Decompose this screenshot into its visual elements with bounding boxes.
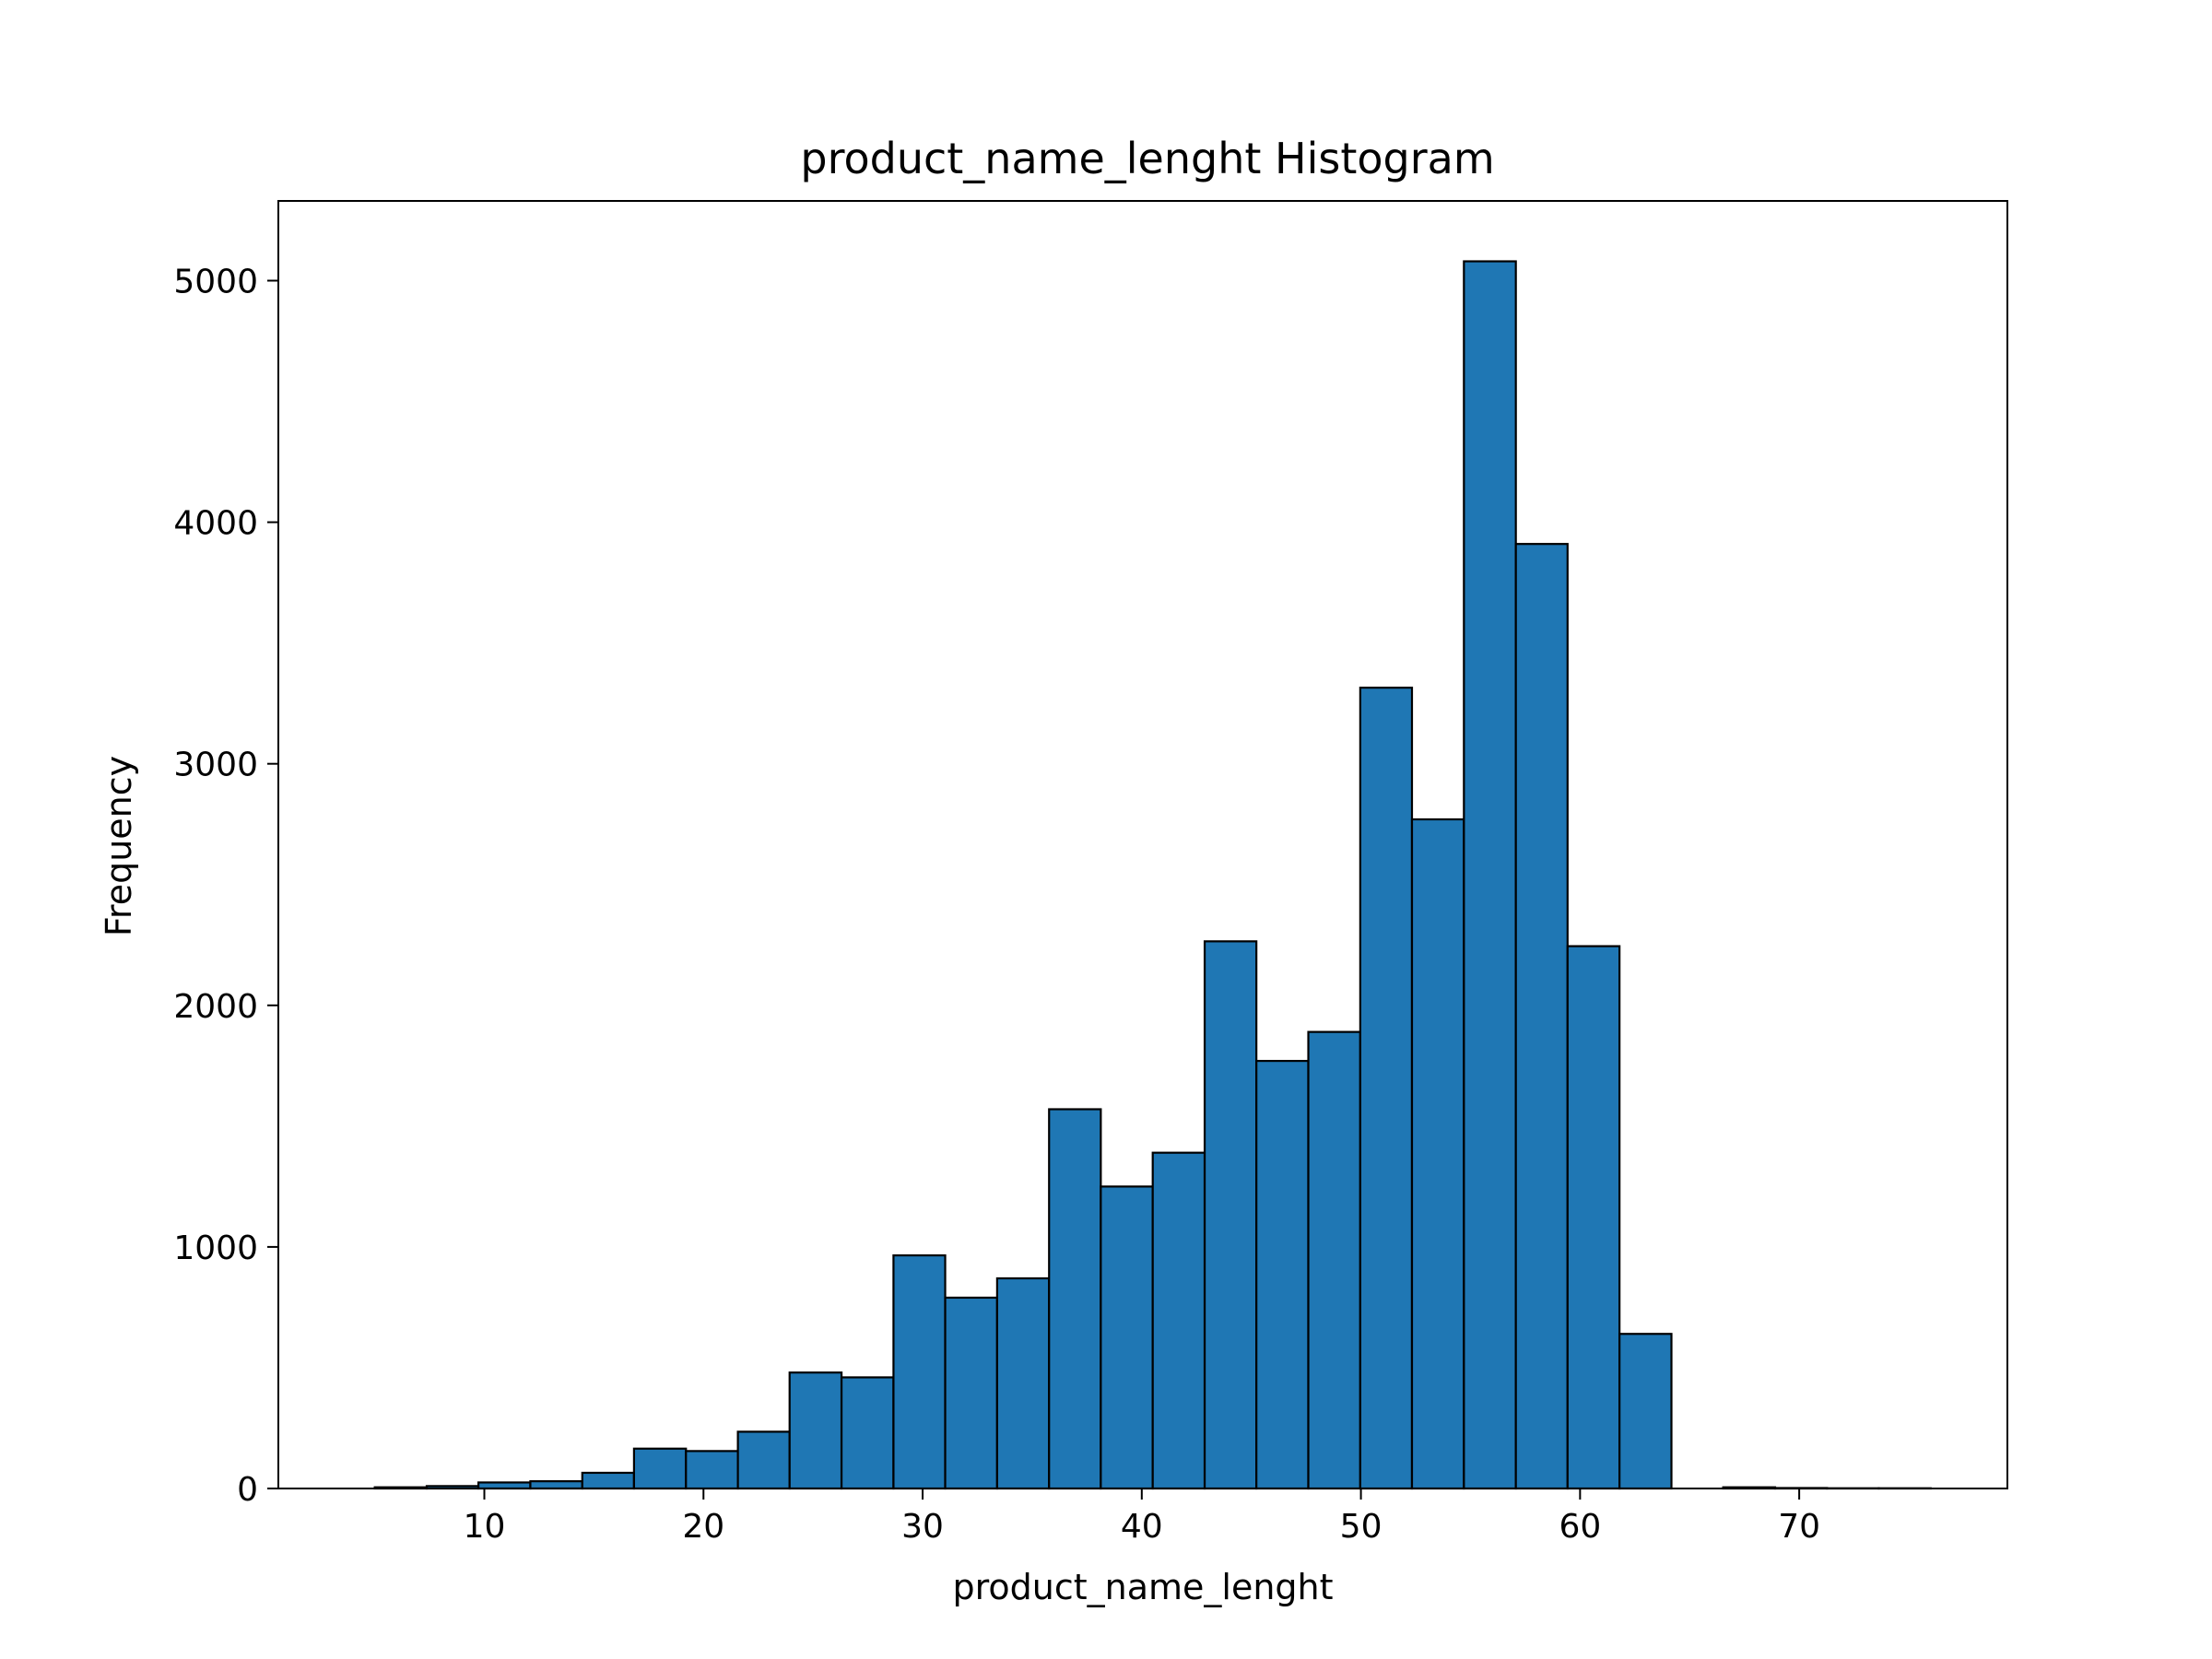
y-tick-label: 4000 (173, 505, 258, 543)
plot-frame (277, 200, 2008, 1489)
histogram-bar-19 (1359, 687, 1414, 1490)
histogram-bar-24 (1618, 1333, 1673, 1490)
y-axis-ticks: 0 1000 2000 3000 4000 5000 (173, 263, 278, 1509)
y-tick-label: 5000 (173, 263, 258, 300)
x-tick-label: 50 (1340, 1508, 1382, 1546)
histogram-bar-6 (685, 1450, 739, 1490)
histogram-bar-8 (788, 1371, 843, 1490)
histogram-bar-12 (995, 1277, 1051, 1490)
histogram-bar-14 (1100, 1185, 1154, 1490)
x-tick-label: 20 (682, 1508, 724, 1546)
x-tick-label: 10 (464, 1508, 506, 1546)
y-tick-label: 1000 (173, 1230, 258, 1267)
x-axis-ticks: 10 20 30 40 50 60 70 (464, 1488, 1820, 1546)
histogram-bar-3 (529, 1480, 583, 1490)
histogram-bar-16 (1203, 940, 1258, 1490)
y-axis-label: Frequency (99, 756, 139, 936)
histogram-bar-4 (581, 1471, 635, 1490)
chart-title: product_name_lenght Histogram (800, 134, 1494, 183)
histogram-bar-15 (1151, 1151, 1206, 1490)
histogram-bar-7 (736, 1430, 791, 1490)
x-tick-label: 40 (1121, 1508, 1163, 1546)
y-tick-label: 3000 (173, 747, 258, 784)
y-tick-label: 2000 (173, 988, 258, 1026)
histogram-bar-23 (1566, 945, 1621, 1490)
histogram-bar-21 (1463, 260, 1517, 1490)
x-tick-label: 60 (1559, 1508, 1601, 1546)
histogram-bar-10 (892, 1253, 947, 1490)
histogram-bar-9 (840, 1376, 895, 1490)
bar-group (373, 260, 1932, 1490)
x-tick-label: 70 (1778, 1508, 1820, 1546)
histogram-bar-17 (1255, 1059, 1310, 1490)
histogram-bar-20 (1410, 818, 1465, 1490)
histogram-bar-22 (1514, 543, 1569, 1490)
histogram-bar-18 (1307, 1030, 1361, 1490)
y-tick-label: 0 (237, 1471, 258, 1509)
histogram-bar-11 (944, 1296, 998, 1490)
histogram-bar-5 (632, 1447, 688, 1490)
x-axis-label: product_name_lenght (952, 1567, 1333, 1607)
histogram-bar-13 (1048, 1108, 1102, 1490)
x-tick-label: 30 (901, 1508, 944, 1546)
